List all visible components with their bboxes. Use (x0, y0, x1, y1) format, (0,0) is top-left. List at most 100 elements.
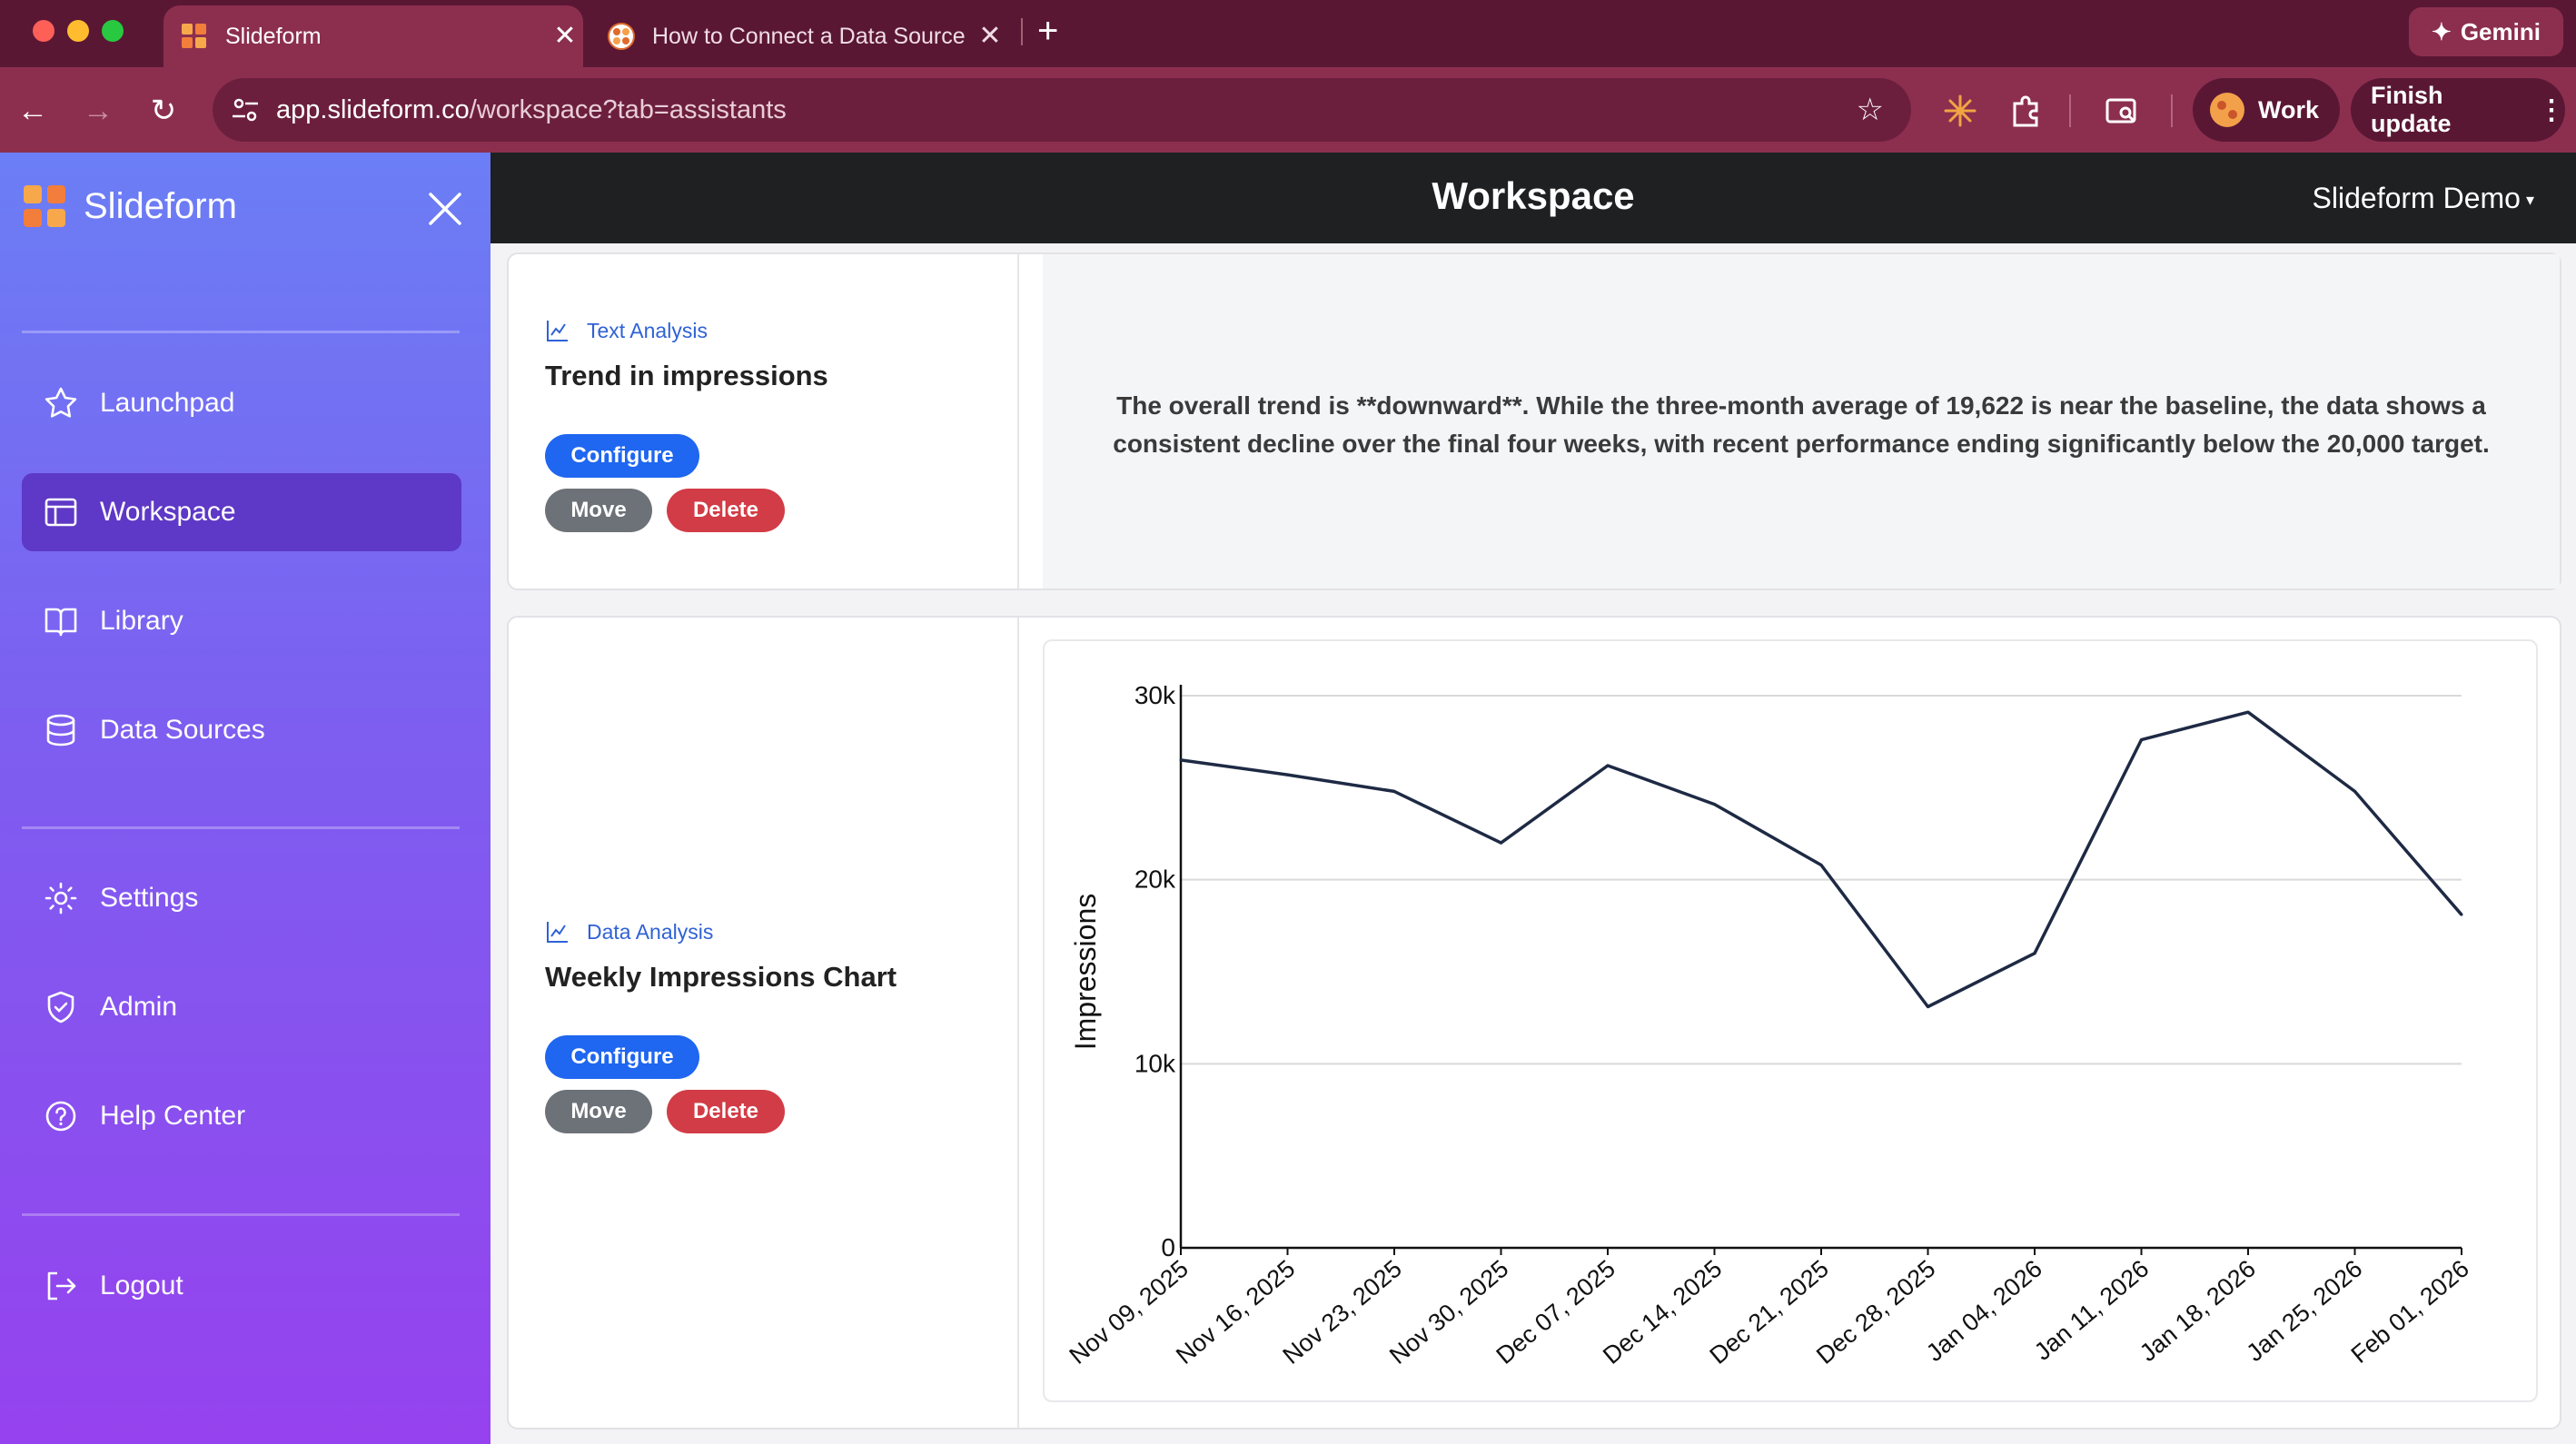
browser-tab-bar: Slideform ✕ How to Connect a Data Source… (0, 0, 2576, 67)
extension-sparkle-icon[interactable] (1942, 93, 1978, 129)
tab-title: Slideform (225, 23, 322, 49)
y-tick-label: 0 (1161, 1233, 1175, 1261)
card-type: Text Analysis (545, 318, 708, 343)
chart-line-icon (547, 922, 568, 943)
sidebar-item-label: Admin (100, 992, 178, 1022)
assistant-card-data-analysis: Data Analysis Weekly Impressions Chart C… (507, 616, 2561, 1429)
sidebar-item-label: Workspace (100, 497, 236, 527)
layout-icon (45, 498, 77, 527)
delete-button[interactable]: Delete (667, 489, 785, 532)
star-icon (45, 387, 77, 418)
analysis-text: The overall trend is **downward**. While… (1113, 391, 2490, 458)
data-point (2033, 952, 2036, 955)
profile-button[interactable]: Work (2193, 78, 2340, 142)
configure-button[interactable]: Configure (545, 1035, 699, 1079)
sidebar-divider (22, 826, 460, 829)
sidebar-item-help-center[interactable]: Help Center (22, 1077, 461, 1155)
sidebar-close-icon[interactable] (425, 189, 465, 229)
y-tick-label: 10k (1134, 1049, 1176, 1077)
sidebar-item-label: Data Sources (100, 715, 265, 745)
finish-update-label: Finish update (2371, 82, 2452, 137)
browser-toolbar: ← → ↻ app.slideform.co/workspace?tab=ass… (0, 67, 2576, 153)
data-point (1927, 1005, 1929, 1009)
sidebar-brand[interactable]: Slideform (24, 185, 237, 227)
data-point (1606, 764, 1610, 767)
data-point (2353, 789, 2356, 793)
tab-title: How to Connect a Data Source (652, 23, 966, 49)
caret-down-icon: ▾ (2525, 191, 2534, 210)
card-title: Trend in impressions (545, 360, 828, 391)
new-tab-icon[interactable]: + (1037, 11, 1059, 51)
data-point (1819, 863, 1823, 866)
browser-tab-slideform[interactable]: Slideform ✕ (163, 5, 583, 67)
tab-close-icon[interactable]: ✕ (978, 21, 1002, 51)
data-point (2460, 913, 2463, 916)
sidebar-item-label: Logout (100, 1271, 183, 1301)
data-point (1179, 758, 1183, 762)
card-type-label: Data Analysis (587, 919, 714, 944)
toolbar-divider (2069, 94, 2071, 127)
url-path: /workspace?tab=assistants (469, 95, 787, 124)
tab-search-icon[interactable] (2104, 93, 2140, 129)
y-axis-label: Impressions (1069, 894, 1102, 1051)
sun-gear-icon (45, 882, 77, 915)
window-close-dot[interactable] (33, 20, 54, 42)
sidebar-item-logout[interactable]: Logout (22, 1247, 461, 1325)
tab-close-icon[interactable]: ✕ (553, 21, 577, 51)
card-title: Weekly Impressions Chart (545, 961, 897, 993)
sidebar-item-label: Library (100, 606, 183, 636)
sidebar-item-library[interactable]: Library (22, 582, 461, 660)
configure-button[interactable]: Configure (545, 434, 699, 478)
y-tick-label: 30k (1134, 681, 1176, 709)
x-tick-label: Jan 11, 2026 (2029, 1255, 2154, 1366)
sidebar-item-label: Help Center (100, 1101, 246, 1131)
window-minimize-dot[interactable] (67, 20, 89, 42)
extensions-puzzle-icon[interactable] (2007, 93, 2044, 129)
profile-avatar-icon (2210, 93, 2244, 127)
card-type-label: Text Analysis (587, 318, 708, 342)
book-icon (45, 608, 77, 637)
browser-tab-help-article[interactable]: How to Connect a Data Source ✕ (603, 5, 1008, 67)
x-tick-label: Jan 18, 2026 (2135, 1255, 2261, 1367)
shield-check-icon (47, 991, 74, 1024)
data-point (1713, 803, 1716, 806)
sidebar-item-label: Launchpad (100, 388, 235, 418)
data-point (1286, 773, 1289, 776)
profile-label: Work (2258, 95, 2320, 124)
chart-panel: 0 10k 20k 30k Impressions Nov 09, 2025 Nov 16,… (1043, 639, 2538, 1402)
text-analysis-panel: The overall trend is **downward**. While… (1043, 254, 2560, 588)
assistant-card-text-analysis: Text Analysis Trend in impressions Confi… (507, 252, 2561, 590)
database-icon (46, 714, 75, 747)
address-bar[interactable]: app.slideform.co/workspace?tab=assistant… (213, 78, 1911, 142)
gemini-button[interactable]: ✦ Gemini (2409, 7, 2563, 56)
x-tick-label: Jan 04, 2026 (1921, 1255, 2047, 1367)
gemini-label: Gemini (2460, 17, 2541, 45)
url-text: app.slideform.co/workspace?tab=assistant… (276, 95, 787, 125)
bookmark-star-icon[interactable]: ☆ (1856, 93, 1884, 127)
sidebar-divider (22, 1213, 460, 1216)
y-tick-label: 20k (1134, 865, 1176, 894)
sidebar-item-launchpad[interactable]: Launchpad (22, 364, 461, 442)
sidebar-item-admin[interactable]: Admin (22, 968, 461, 1046)
help-circle-icon (45, 1101, 76, 1132)
move-button[interactable]: Move (545, 1090, 652, 1133)
sidebar-item-data-sources[interactable]: Data Sources (22, 691, 461, 769)
move-button[interactable]: Move (545, 489, 652, 532)
forward-arrow-icon[interactable]: → (83, 94, 114, 128)
page-title: Workspace (1432, 174, 1635, 217)
site-settings-icon[interactable] (229, 94, 262, 126)
reload-icon[interactable]: ↻ (150, 94, 177, 128)
slideform-logo-icon (24, 185, 65, 227)
delete-button[interactable]: Delete (667, 1090, 785, 1133)
finish-update-button[interactable]: Finish update ⋮ (2351, 78, 2565, 142)
data-point (2140, 738, 2143, 742)
user-menu[interactable]: Slideform Demo ▾ (2313, 182, 2534, 215)
sidebar-item-workspace[interactable]: Workspace (22, 473, 461, 551)
kebab-menu-icon[interactable]: ⋮ (2538, 94, 2565, 125)
back-arrow-icon[interactable]: ← (17, 94, 48, 128)
window-maximize-dot[interactable] (102, 20, 124, 42)
help-article-favicon-icon (608, 23, 635, 50)
sidebar-item-settings[interactable]: Settings (22, 859, 461, 937)
chart-line-icon (547, 321, 568, 341)
